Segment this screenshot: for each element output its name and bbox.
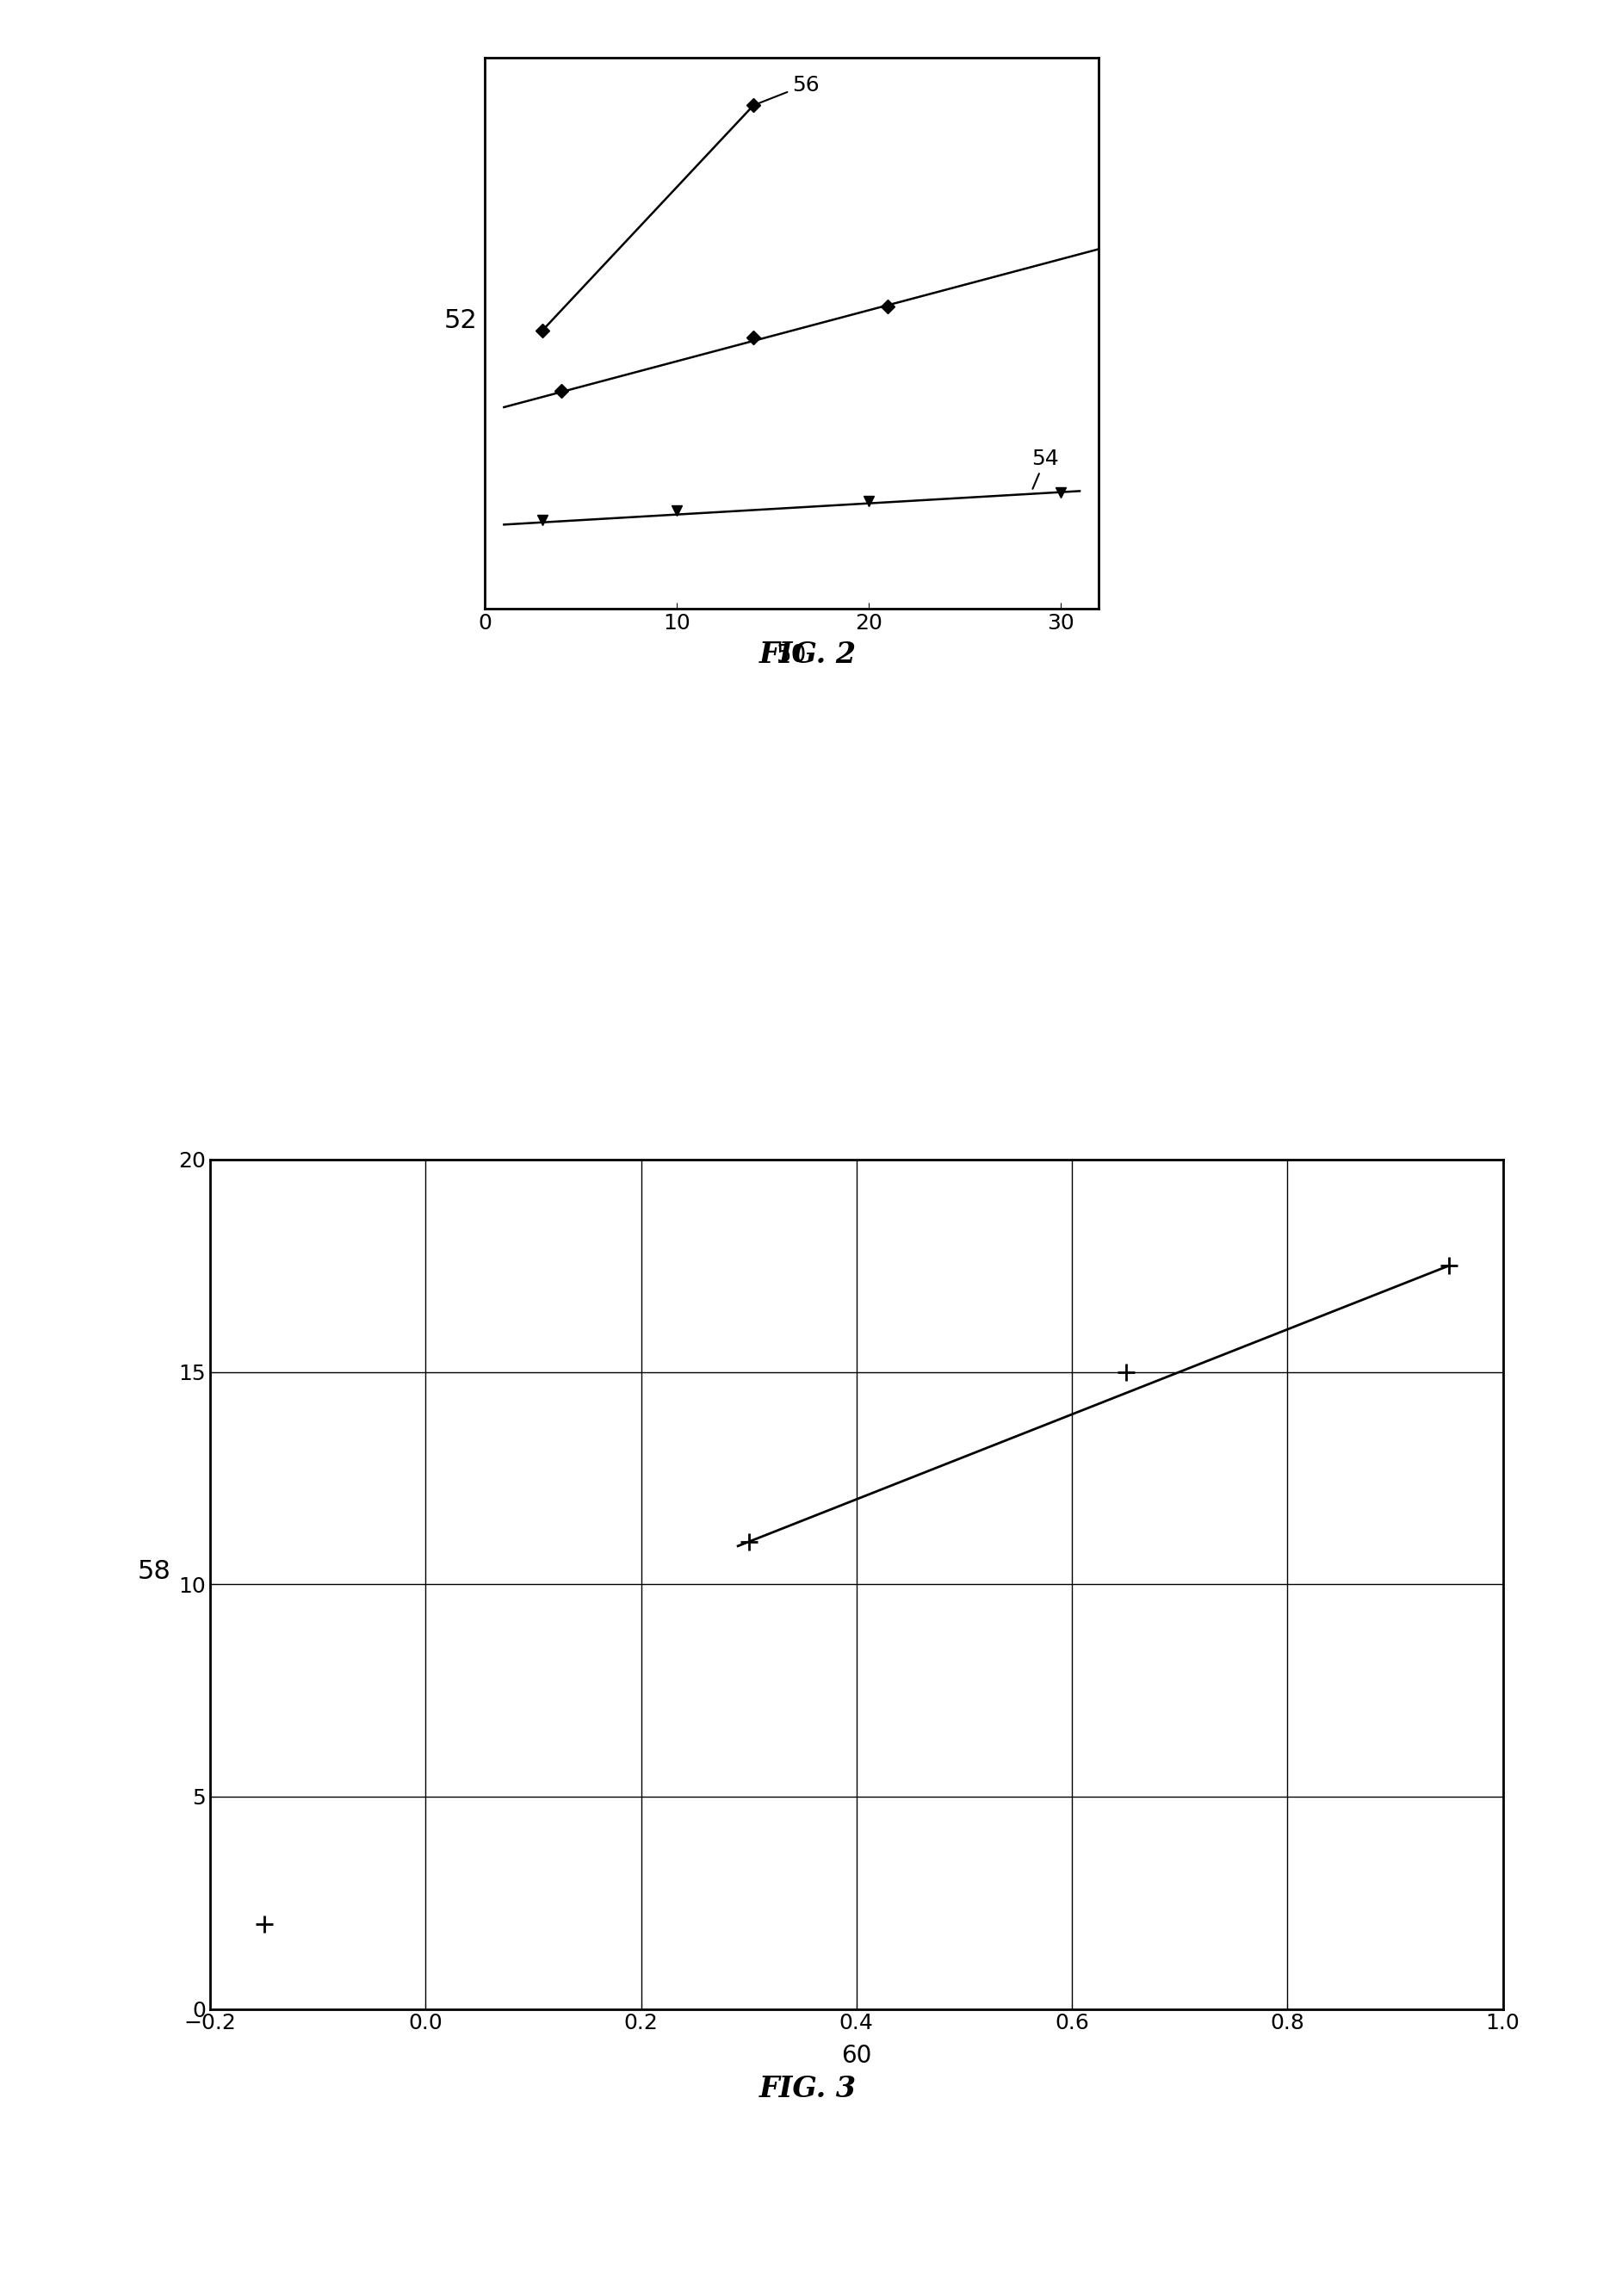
X-axis label: 50: 50 [777,643,806,666]
X-axis label: 60: 60 [842,2043,871,2066]
Text: 56: 56 [485,599,499,611]
Text: 56: 56 [756,73,819,103]
Y-axis label: 58: 58 [137,1559,171,1584]
Text: FIG. 2: FIG. 2 [760,641,856,668]
Text: FIG. 3: FIG. 3 [760,2076,856,2103]
Y-axis label: 52: 52 [444,308,478,333]
Text: 54: 54 [1031,448,1058,489]
